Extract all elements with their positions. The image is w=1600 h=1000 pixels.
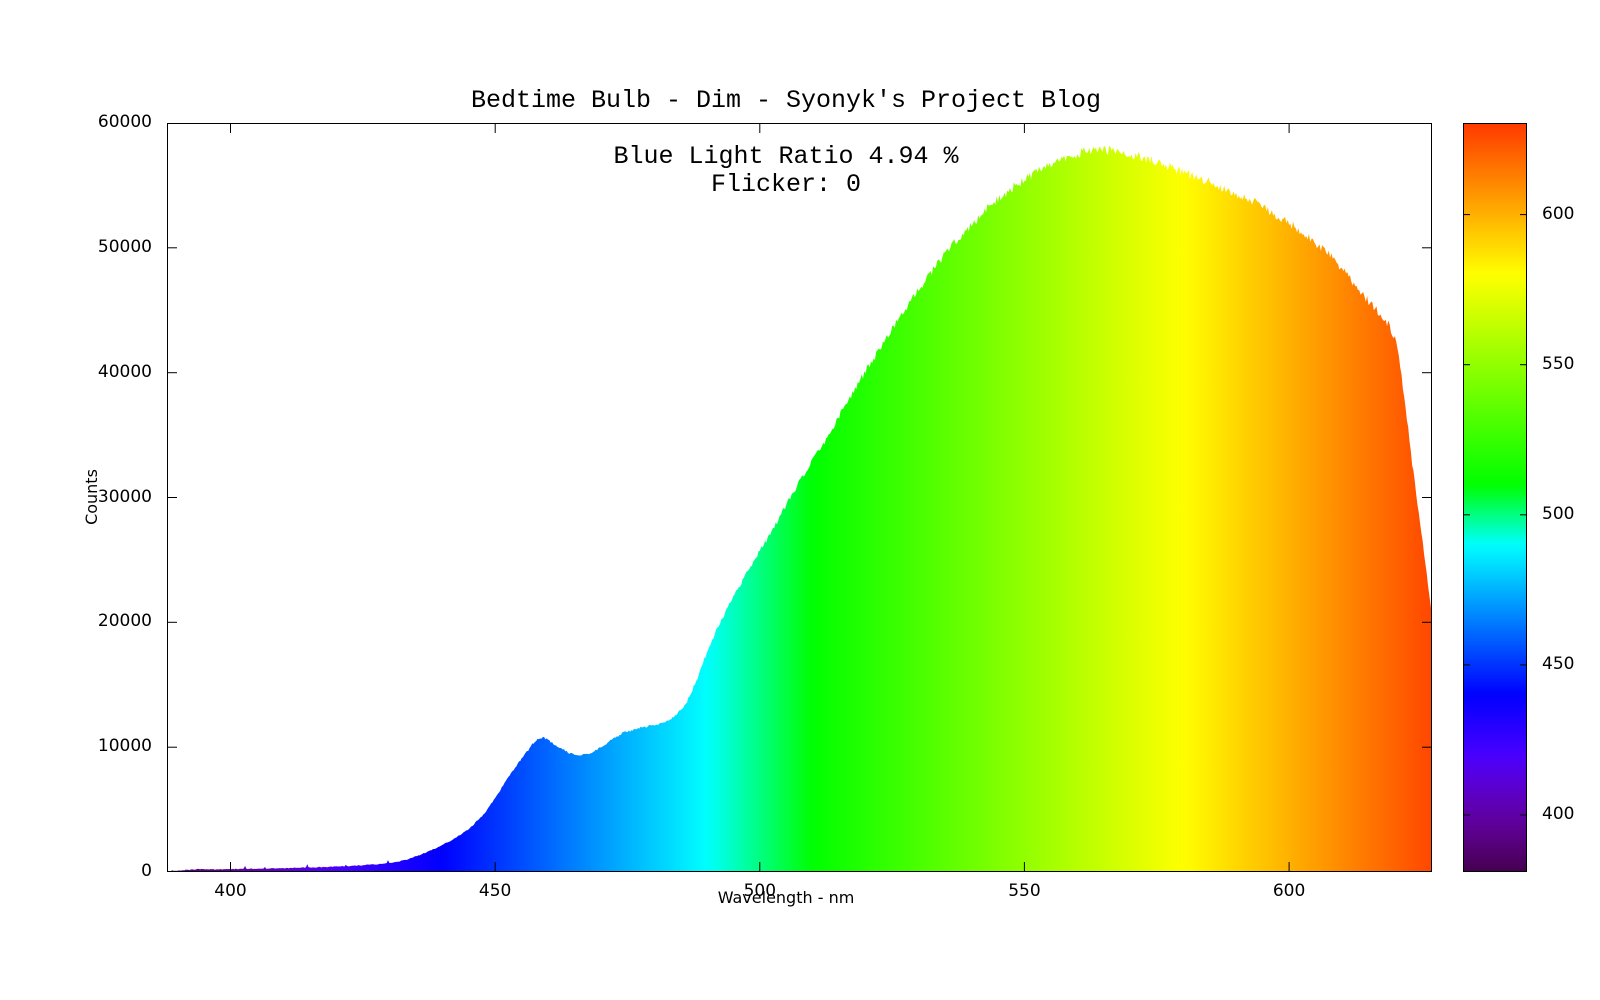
y-tick-label: 30000	[97, 486, 152, 507]
colorbar-tick-label: 600	[1542, 203, 1575, 224]
x-tick-label: 450	[478, 881, 512, 901]
y-tick-label: 40000	[97, 361, 152, 382]
y-tick-label: 0	[141, 861, 152, 881]
x-axis-title: Wavelength - nm	[717, 888, 855, 907]
colorbar-tick-label: 400	[1542, 803, 1575, 824]
y-axis-title: Counts	[82, 469, 101, 525]
colorbar-tick-label: 500	[1542, 503, 1575, 524]
x-tick-label: 550	[1008, 881, 1041, 901]
y-tick-label: 10000	[97, 736, 152, 757]
y-tick-label: 60000	[97, 112, 152, 132]
y-tick-label: 20000	[97, 611, 152, 632]
x-tick-label: 600	[1272, 881, 1306, 901]
chart-title: Bedtime Bulb - Dim - Syonyk's Project Bl…	[470, 86, 1102, 115]
wavelength-colorbar	[1463, 123, 1527, 872]
annotation-flicker: Flicker: 0	[710, 170, 862, 199]
x-tick-label: 500	[743, 881, 777, 901]
spectrum-area	[167, 145, 1432, 872]
colorbar-tick-label: 450	[1542, 653, 1575, 674]
colorbar-tick-label: 550	[1542, 353, 1575, 374]
annotation-blue-light-ratio: Blue Light Ratio 4.94 %	[613, 142, 959, 171]
spectrum-plot	[167, 123, 1432, 872]
x-tick-label: 400	[214, 881, 247, 901]
y-tick-label: 50000	[97, 236, 152, 257]
